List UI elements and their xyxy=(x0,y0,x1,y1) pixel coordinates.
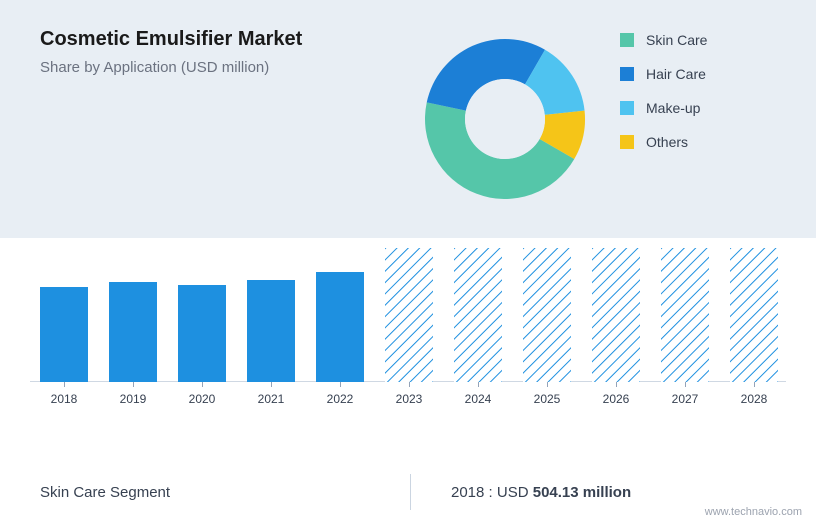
legend-item: Make-up xyxy=(620,100,816,116)
bar xyxy=(109,282,157,382)
axis-tick xyxy=(685,382,686,387)
header-block: Cosmetic Emulsifier Market Share by Appl… xyxy=(0,0,400,238)
bar xyxy=(316,272,364,382)
legend-label: Make-up xyxy=(646,100,700,116)
bar-year-label: 2027 xyxy=(661,392,709,406)
value-line: 2018 : USD 504.13 million xyxy=(451,484,631,501)
chart-title: Cosmetic Emulsifier Market xyxy=(40,28,400,51)
value-currency: USD xyxy=(497,484,529,501)
legend-label: Skin Care xyxy=(646,32,707,48)
footer-row: Skin Care Segment 2018 : USD 504.13 mill… xyxy=(0,448,816,518)
bar-year-label: 2021 xyxy=(247,392,295,406)
legend-swatch xyxy=(620,135,634,149)
bar-year-label: 2024 xyxy=(454,392,502,406)
axis-tick xyxy=(133,382,134,387)
chart-subtitle: Share by Application (USD million) xyxy=(40,59,400,76)
legend-swatch xyxy=(620,101,634,115)
bar-year-label: 2026 xyxy=(592,392,640,406)
axis-tick xyxy=(409,382,410,387)
bar-chart-section: 2018 2019 2020 2021 2022 2023 2024 2025 2026 2027… xyxy=(0,238,816,448)
bar-year-label: 2023 xyxy=(385,392,433,406)
bar xyxy=(592,248,640,382)
donut-chart xyxy=(415,29,595,209)
legend-label: Others xyxy=(646,134,688,150)
bars-area: 2018 2019 2020 2021 2022 2023 2024 2025 2026 2027… xyxy=(30,248,786,408)
bar-year-label: 2020 xyxy=(178,392,226,406)
bar xyxy=(523,248,571,382)
axis-tick xyxy=(754,382,755,387)
bar-year-label: 2019 xyxy=(109,392,157,406)
bar-year-label: 2022 xyxy=(316,392,364,406)
axis-tick xyxy=(547,382,548,387)
bar xyxy=(247,280,295,382)
bar xyxy=(730,248,778,382)
segment-label: Skin Care Segment xyxy=(40,484,410,501)
top-panel: Cosmetic Emulsifier Market Share by Appl… xyxy=(0,0,816,238)
watermark: www.technavio.com xyxy=(705,506,802,518)
divider xyxy=(410,474,411,510)
bar xyxy=(40,287,88,382)
legend-item: Others xyxy=(620,134,816,150)
bar xyxy=(178,285,226,382)
axis-tick xyxy=(616,382,617,387)
value-year: 2018 xyxy=(451,484,484,501)
value-unit: million xyxy=(583,484,631,501)
axis-tick xyxy=(478,382,479,387)
donut-container xyxy=(400,0,610,238)
bar-year-label: 2025 xyxy=(523,392,571,406)
axis-tick xyxy=(271,382,272,387)
bar xyxy=(385,248,433,382)
legend-label: Hair Care xyxy=(646,66,706,82)
bar xyxy=(454,248,502,382)
axis-tick xyxy=(202,382,203,387)
legend-swatch xyxy=(620,67,634,81)
bar xyxy=(661,248,709,382)
bar-year-label: 2018 xyxy=(40,392,88,406)
bar-year-label: 2028 xyxy=(730,392,778,406)
legend-item: Skin Care xyxy=(620,32,816,48)
value-number: 504.13 xyxy=(533,484,579,501)
axis-tick xyxy=(64,382,65,387)
axis-tick xyxy=(340,382,341,387)
legend-swatch xyxy=(620,33,634,47)
legend-item: Hair Care xyxy=(620,66,816,82)
legend: Skin Care Hair Care Make-up Others xyxy=(610,0,816,238)
